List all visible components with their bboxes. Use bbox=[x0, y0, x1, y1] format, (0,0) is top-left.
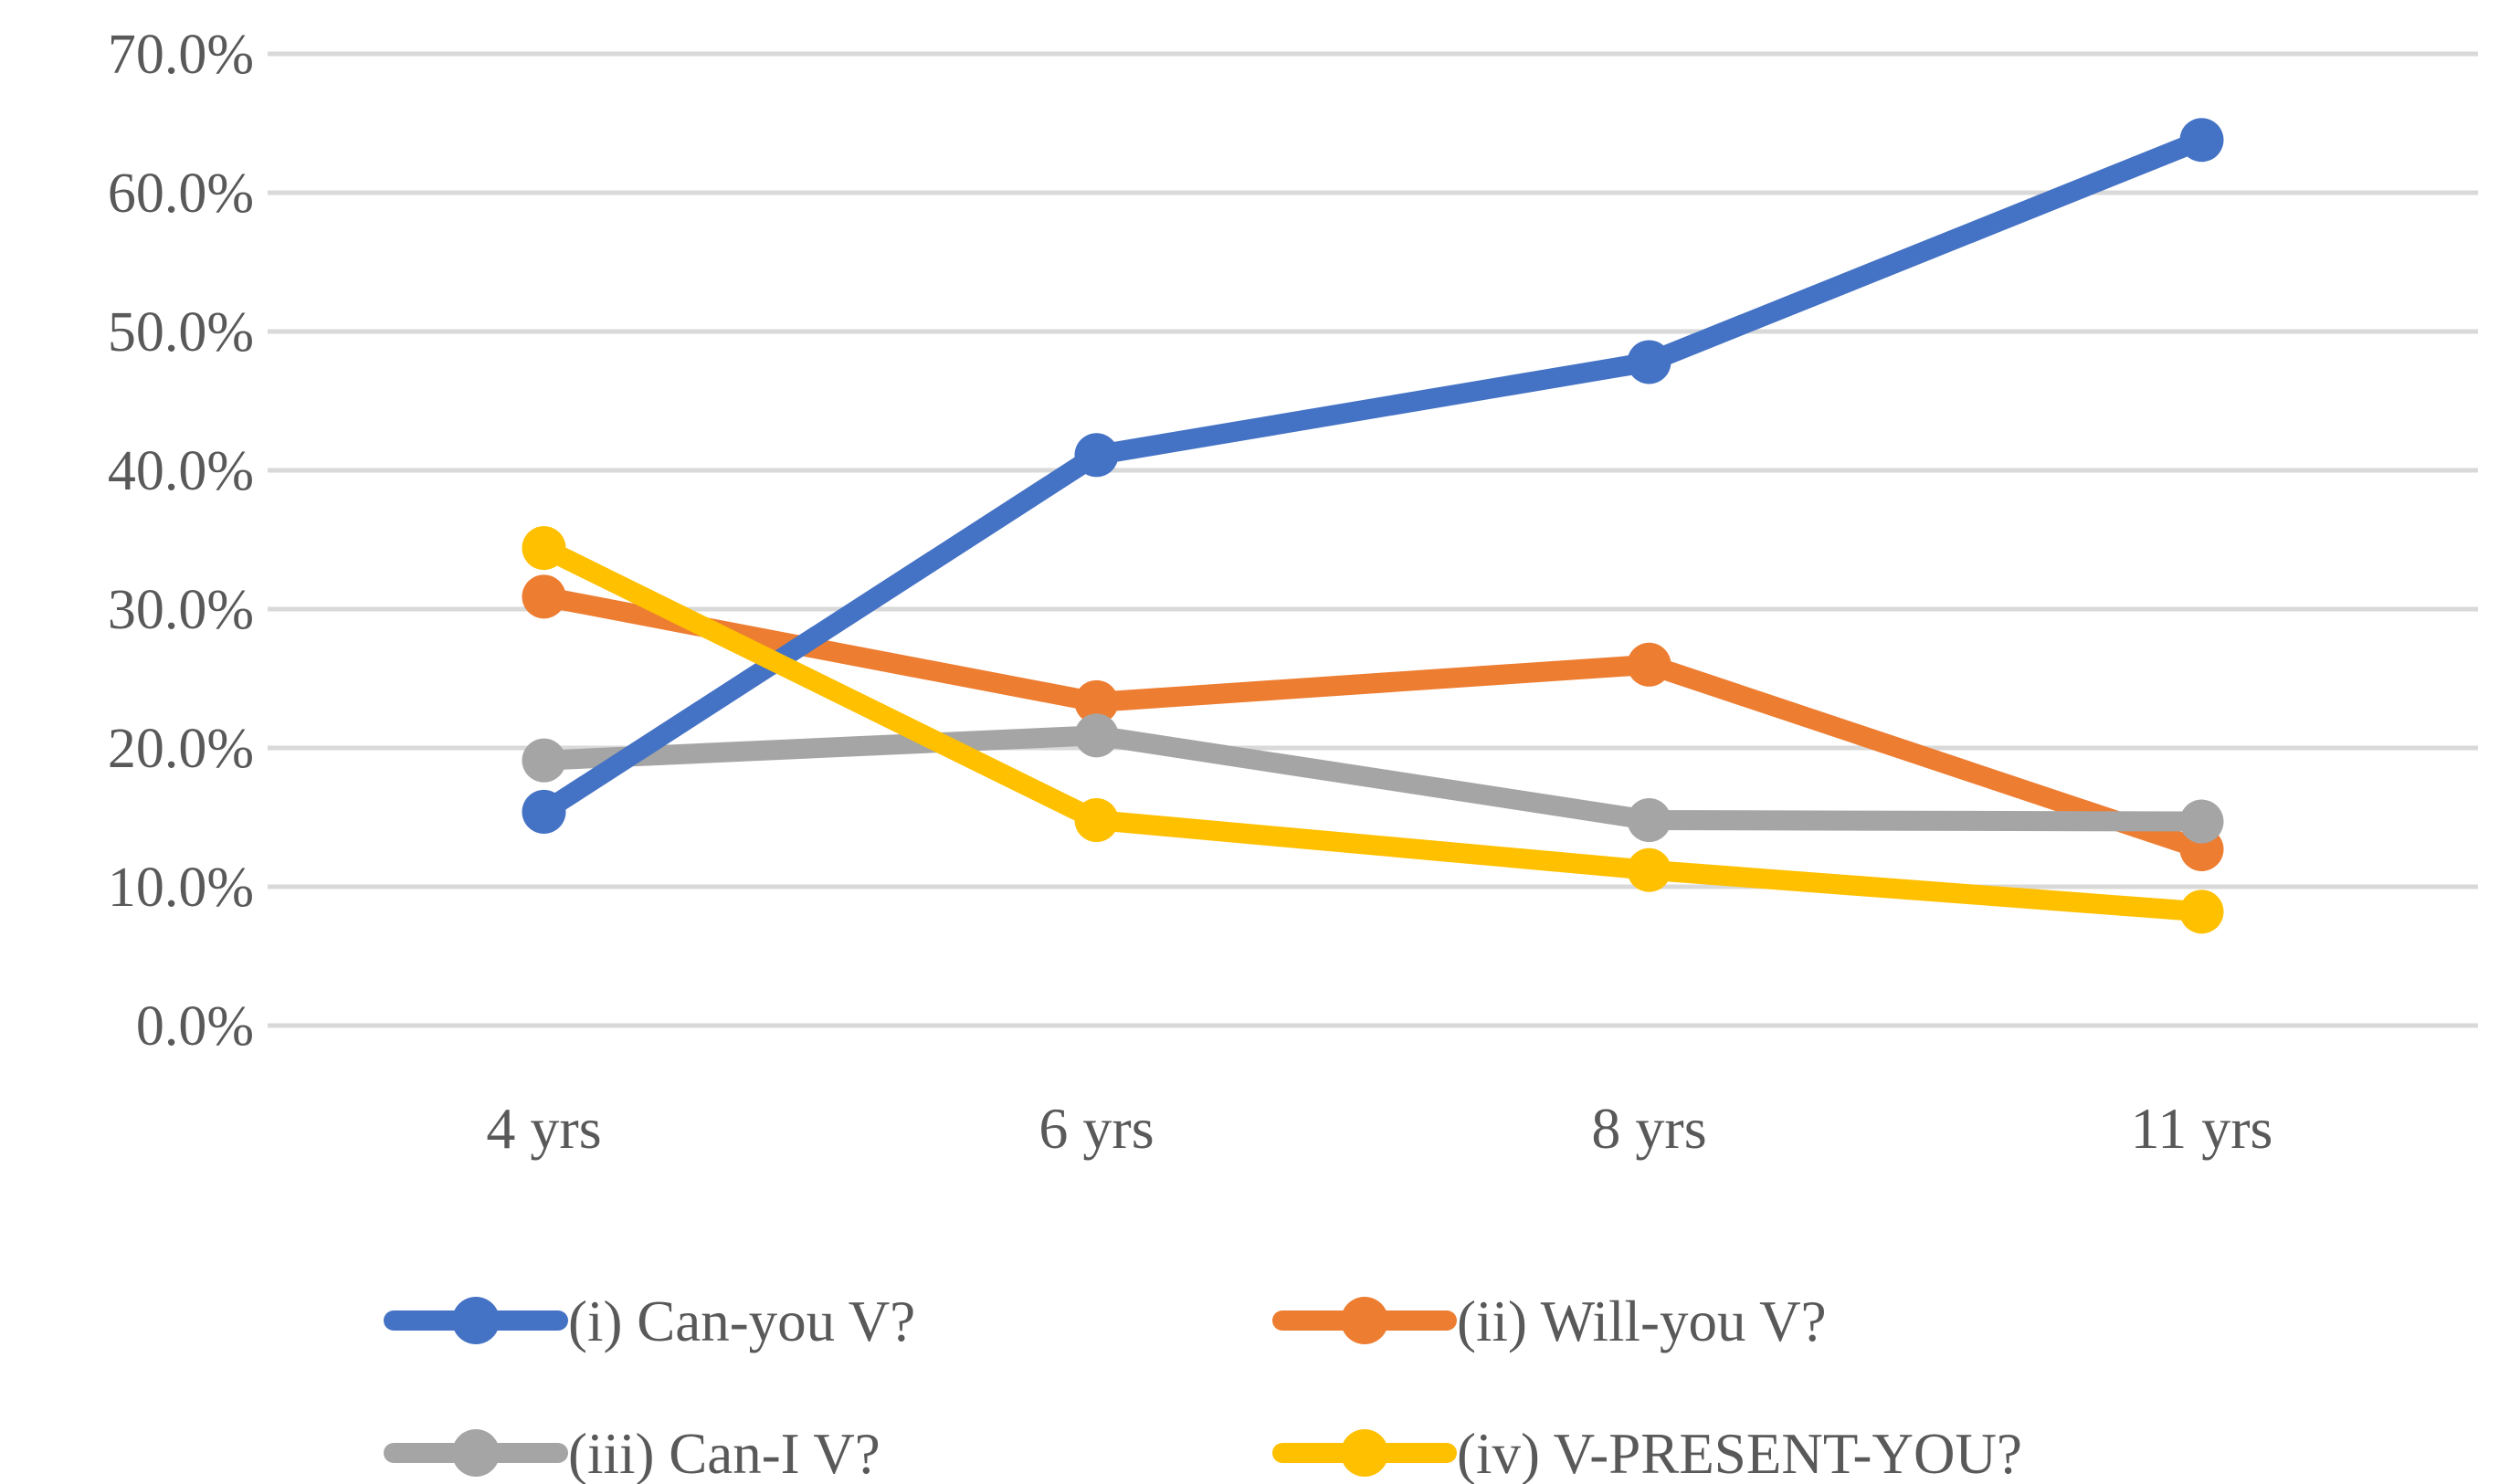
series-iv-v-present-you bbox=[522, 526, 2224, 934]
legend-item-iv-v-present-you: (iv) V-PRESENT-YOU? bbox=[1272, 1422, 2022, 1484]
legend-item-i-can-you-v: (i) Can-you V? bbox=[384, 1289, 915, 1353]
x-tick-label-6-yrs: 6 yrs bbox=[1039, 1096, 1154, 1161]
legend-item-iii-can-i-v: (iii) Can-I V? bbox=[384, 1422, 880, 1484]
series-line-iv-v-present-you bbox=[533, 538, 2212, 922]
legend-marker-icon-iii-can-i-v bbox=[452, 1429, 500, 1477]
data-point-i-can-you-v-4-yrs bbox=[522, 789, 566, 834]
x-tick-label-4-yrs: 4 yrs bbox=[486, 1096, 601, 1161]
data-point-iv-v-present-you-4-yrs bbox=[522, 526, 566, 571]
legend-layer: (i) Can-you V? (ii) Will-you V? (iii) Can-… bbox=[384, 1289, 2022, 1484]
data-point-ii-will-you-v-4-yrs bbox=[522, 574, 566, 619]
x-tick-label-11-yrs: 11 yrs bbox=[2131, 1096, 2273, 1161]
legend-marker-icon-i-can-you-v bbox=[452, 1297, 500, 1344]
x-tick-label-8-yrs: 8 yrs bbox=[1591, 1096, 1706, 1161]
y-tick-label-50: 50.0% bbox=[108, 301, 254, 363]
legend-marker-icon-ii-will-you-v bbox=[1341, 1297, 1388, 1344]
data-point-iv-v-present-you-11-yrs bbox=[2179, 889, 2224, 934]
data-point-iii-can-i-v-6-yrs bbox=[1074, 713, 1119, 758]
legend-item-ii-will-you-v: (ii) Will-you V? bbox=[1272, 1289, 1827, 1353]
data-point-ii-will-you-v-6-yrs bbox=[1074, 679, 1119, 724]
series-line-iii-can-i-v bbox=[533, 725, 2212, 832]
gridlines-layer bbox=[268, 51, 2478, 1028]
x-axis-labels-layer: 4 yrs 6 yrs 8 yrs 11 yrs bbox=[486, 1096, 2272, 1161]
data-point-i-can-you-v-6-yrs bbox=[1074, 433, 1119, 478]
y-tick-label-30: 30.0% bbox=[108, 579, 254, 641]
legend-label-i-can-you-v: (i) Can-you V? bbox=[568, 1289, 915, 1353]
data-point-i-can-you-v-11-yrs bbox=[2179, 118, 2224, 163]
data-point-iv-v-present-you-6-yrs bbox=[1074, 798, 1119, 843]
data-point-iv-v-present-you-8-yrs bbox=[1627, 847, 1671, 892]
y-tick-label-40: 40.0% bbox=[108, 440, 254, 502]
series-line-ii-will-you-v bbox=[533, 586, 2212, 859]
y-tick-label-0: 0.0% bbox=[136, 995, 254, 1058]
data-point-i-can-you-v-8-yrs bbox=[1627, 340, 1671, 384]
series-ii-will-you-v bbox=[522, 574, 2224, 871]
data-point-iii-can-i-v-8-yrs bbox=[1627, 798, 1671, 843]
series-line-i-can-you-v bbox=[533, 130, 2212, 822]
y-tick-label-60: 60.0% bbox=[108, 163, 254, 225]
series-i-can-you-v bbox=[522, 118, 2224, 834]
y-axis-labels-layer: 0.0% 10.0% 20.0% 30.0% 40.0% 50.0% 60.0% 70.0% bbox=[108, 24, 254, 1058]
data-point-iii-can-i-v-4-yrs bbox=[522, 738, 566, 783]
data-point-ii-will-you-v-8-yrs bbox=[1627, 642, 1671, 687]
y-tick-label-10: 10.0% bbox=[108, 857, 254, 919]
y-tick-label-70: 70.0% bbox=[108, 24, 254, 86]
data-point-iii-can-i-v-11-yrs bbox=[2179, 799, 2224, 844]
y-tick-label-20: 20.0% bbox=[108, 718, 254, 780]
legend-label-ii-will-you-v: (ii) Will-you V? bbox=[1457, 1289, 1827, 1353]
series-layer bbox=[522, 118, 2224, 934]
legend-label-iv-v-present-you: (iv) V-PRESENT-YOU? bbox=[1457, 1422, 2022, 1484]
legend-label-iii-can-i-v: (iii) Can-I V? bbox=[568, 1422, 880, 1484]
series-iii-can-i-v bbox=[522, 713, 2224, 844]
legend-marker-icon-iv-v-present-you bbox=[1341, 1429, 1388, 1477]
